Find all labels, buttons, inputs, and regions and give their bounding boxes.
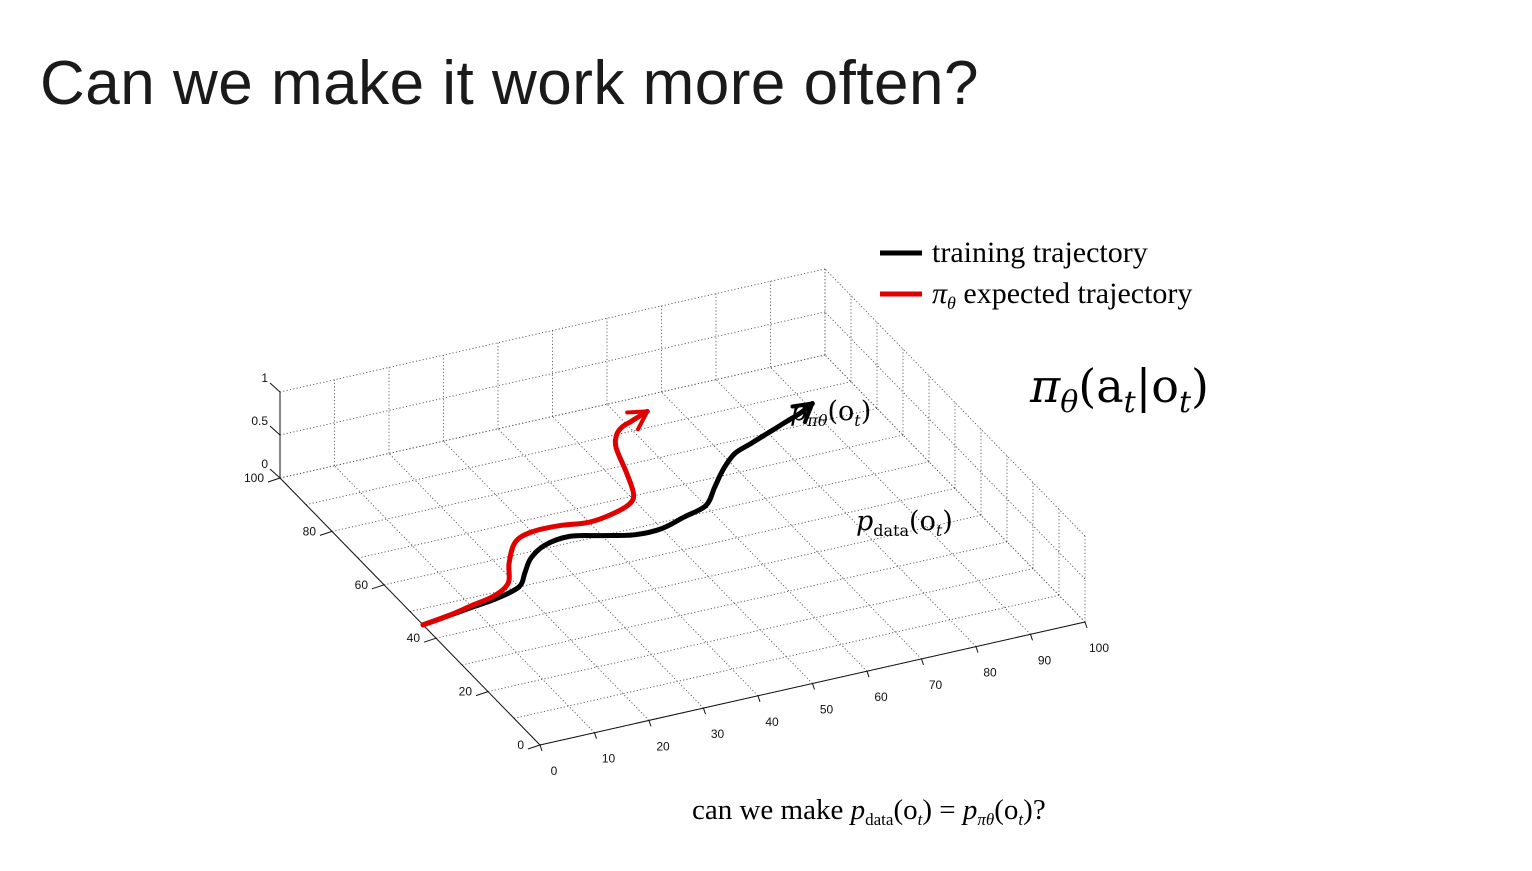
floor-grid-y (487, 568, 1034, 693)
back-wall-grid-horizontal (279, 268, 826, 393)
x-tick-label: 30 (711, 727, 725, 741)
floor-grid-x (497, 428, 759, 697)
floor-grid-x (661, 391, 922, 660)
x-tick (1084, 621, 1088, 629)
y-tick-label: 80 (303, 524, 317, 538)
x-tick-label: 40 (765, 715, 779, 729)
bottom-question: can we make pdata(ot) = pπθ(ot)? (692, 794, 1046, 829)
policy-formula: πθ(at|ot) (1029, 359, 1209, 420)
x-tick (812, 683, 815, 690)
x-tick-label: 80 (983, 666, 997, 680)
floor-grid-y (305, 381, 852, 506)
x-tick (975, 646, 979, 653)
back-wall-grid-horizontal (279, 354, 826, 479)
floor-grid-y (513, 594, 1060, 719)
x-tick (921, 658, 924, 666)
back-wall-grid-horizontal (279, 311, 826, 436)
z-tick (269, 382, 281, 393)
floor-grid-y (461, 541, 1008, 666)
z-tick (269, 468, 281, 479)
x-tick (648, 720, 652, 727)
x-tick-label: 50 (820, 703, 834, 717)
side-wall-grid-horizontal (824, 354, 1086, 623)
floor-grid-y (383, 461, 930, 586)
z-tick-label: 0.5 (251, 414, 268, 428)
x-tick-label: 70 (929, 678, 943, 692)
floor-grid-y (435, 514, 982, 639)
x-tick (539, 744, 543, 752)
y-tick (371, 584, 385, 590)
grid (279, 268, 1086, 746)
annotation-training: pdata(ot) (856, 506, 953, 540)
x-tick (594, 732, 597, 739)
x-tick-label: 0 (551, 764, 558, 778)
legend: training trajectory πθ expected trajecto… (880, 236, 1192, 313)
side-wall-grid-horizontal (824, 311, 1086, 580)
floor-grid-y (357, 434, 904, 559)
x-tick-label: 20 (656, 739, 670, 753)
z-tick-label: 1 (261, 371, 268, 385)
series-line-training (420, 401, 815, 628)
z-tick (269, 425, 281, 436)
floor-grid-x (606, 403, 868, 672)
y-axis-line (279, 477, 541, 746)
x-tick-label: 90 (1038, 653, 1052, 667)
x-tick-label: 60 (874, 690, 888, 704)
legend-label-training: training trajectory (932, 236, 1148, 269)
y-tick-label: 100 (244, 471, 264, 485)
x-tick (866, 671, 870, 678)
floor-grid-x (443, 440, 704, 709)
floor-grid-x (552, 416, 813, 684)
floor-grid-y (409, 488, 956, 612)
x-tick-label: 10 (602, 752, 616, 766)
floor-grid-x (388, 453, 650, 721)
legend-label-expected: πθ expected trajectory (932, 277, 1192, 313)
y-tick (319, 530, 333, 536)
x-tick-label: 100 (1089, 641, 1109, 655)
slide-title: Can we make it work more often? (40, 49, 979, 118)
floor-grid-x (334, 465, 595, 734)
y-tick-label: 40 (407, 631, 421, 645)
y-tick-label: 60 (355, 578, 369, 592)
series (420, 401, 815, 628)
y-tick (527, 744, 541, 750)
annotation-expected: pπθ(ot) (790, 396, 871, 430)
x-tick (1030, 634, 1033, 641)
y-tick-label: 20 (459, 685, 473, 699)
floor-grid-y (331, 407, 878, 532)
y-tick-label: 0 (517, 738, 524, 752)
y-tick (267, 477, 281, 483)
y-tick (475, 691, 489, 697)
x-tick (703, 707, 706, 715)
series-line-expected (420, 408, 650, 628)
y-tick (423, 637, 437, 643)
side-wall-grid-horizontal (824, 268, 1086, 537)
z-tick-label: 0 (261, 457, 268, 471)
x-tick (757, 695, 761, 702)
floor-grid-x (715, 379, 977, 647)
